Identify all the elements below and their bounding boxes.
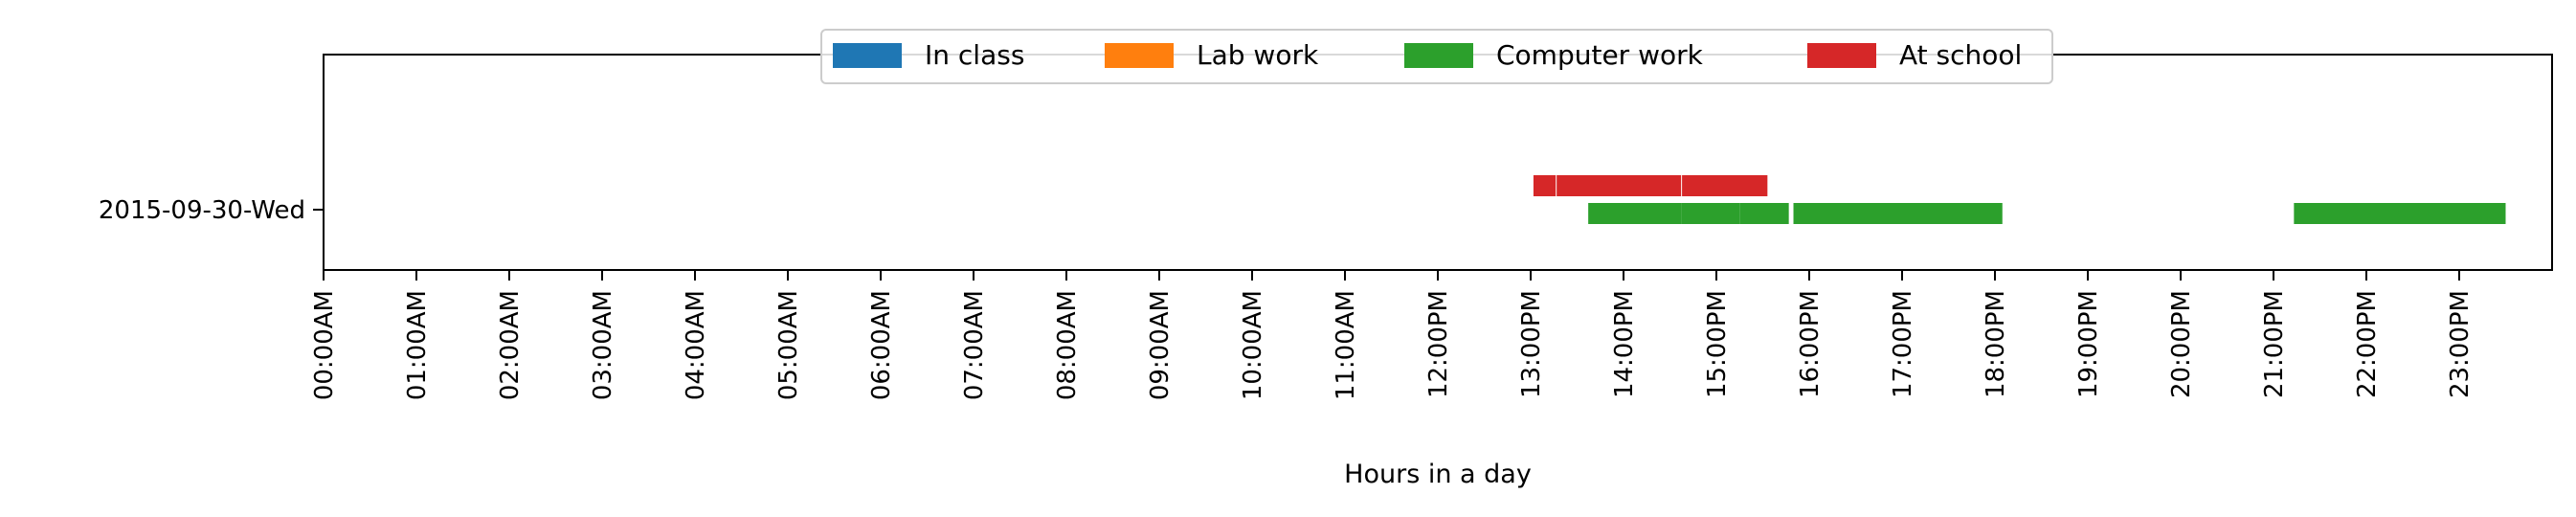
bar-computer-work-1 [1681, 203, 1740, 224]
x-tick-label: 20:00PM [2167, 290, 2196, 398]
x-tick-label: 22:00PM [2353, 290, 2382, 398]
x-tick-label: 06:00AM [867, 290, 896, 400]
x-tick-label: 13:00PM [1517, 290, 1546, 398]
x-tick-label: 23:00PM [2446, 290, 2475, 398]
x-tick-label: 14:00PM [1610, 290, 1639, 398]
x-tick-label: 21:00PM [2260, 290, 2289, 398]
legend-label: In class [925, 39, 1024, 71]
x-tick-label: 08:00AM [1053, 290, 1082, 400]
x-tick-label: 11:00AM [1332, 290, 1360, 400]
bar-at-school-0 [1533, 175, 1557, 196]
bar-computer-work-2 [1739, 203, 1789, 224]
bar-at-school-2 [1682, 175, 1768, 196]
bar-computer-work-0 [1588, 203, 1682, 224]
x-tick-label: 16:00PM [1796, 290, 1825, 398]
x-tick-label: 04:00AM [682, 290, 710, 400]
bar-at-school-1 [1557, 175, 1682, 196]
x-tick-label: 09:00AM [1146, 290, 1175, 400]
legend-label: Computer work [1496, 39, 1704, 71]
x-tick-label: 02:00AM [496, 290, 525, 400]
x-tick-label: 07:00AM [960, 290, 989, 400]
plot-frame [323, 54, 2553, 271]
x-tick-label: 17:00PM [1889, 290, 1917, 398]
x-tick-label: 19:00PM [2074, 290, 2103, 398]
legend-swatch-lab-work [1105, 43, 1174, 68]
plot-bars [1533, 175, 2506, 224]
bar-computer-work-4 [2294, 203, 2506, 224]
legend: In class Lab work Computer work At school [820, 29, 2053, 84]
x-tick-label: 12:00PM [1424, 290, 1453, 398]
x-axis-label: Hours in a day [1344, 460, 1532, 489]
legend-label: Lab work [1197, 39, 1319, 71]
x-tick-label: 01:00AM [403, 290, 432, 400]
x-tick-label: 15:00PM [1703, 290, 1732, 398]
bar-computer-work-3 [1793, 203, 2003, 224]
x-tick-label: 05:00AM [774, 290, 803, 400]
x-tick-label: 10:00AM [1239, 290, 1267, 400]
y-axis: 2015-09-30-Wed [99, 196, 324, 225]
x-tick-label: 03:00AM [589, 290, 617, 400]
legend-label: At school [1899, 39, 2022, 71]
x-tick-label: 00:00AM [310, 290, 339, 400]
legend-swatch-computer-work [1404, 43, 1473, 68]
legend-swatch-in-class [833, 43, 902, 68]
legend-swatch-at-school [1807, 43, 1876, 68]
x-tick-label: 18:00PM [1982, 290, 2010, 398]
y-tick-label: 2015-09-30-Wed [99, 196, 305, 225]
x-axis: 00:00AM 01:00AM 02:00AM 03:00AM 04:00AM 05:00… [310, 270, 2475, 400]
